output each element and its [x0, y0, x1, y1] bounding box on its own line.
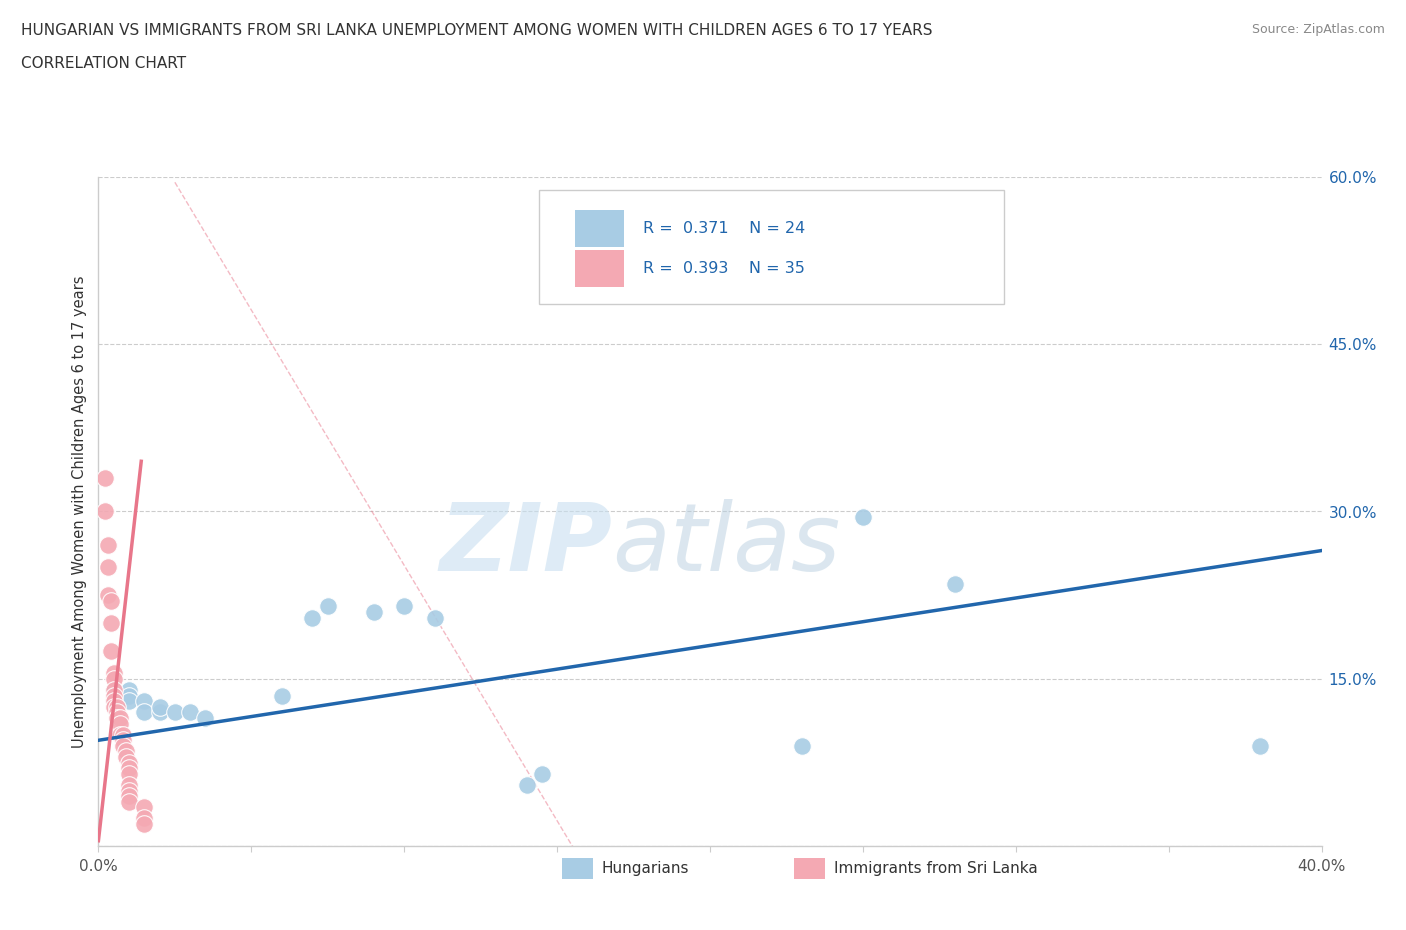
- Point: [118, 688, 141, 703]
- Point: [118, 789, 141, 804]
- Point: [105, 705, 128, 720]
- Point: [118, 766, 141, 781]
- Point: [103, 699, 125, 714]
- Point: [111, 733, 134, 748]
- Point: [103, 671, 125, 686]
- Point: [943, 577, 966, 591]
- Point: [111, 727, 134, 742]
- Point: [103, 683, 125, 698]
- Point: [111, 688, 134, 703]
- Text: ZIP: ZIP: [439, 499, 612, 591]
- Point: [118, 777, 141, 792]
- Text: CORRELATION CHART: CORRELATION CHART: [21, 56, 186, 71]
- Point: [108, 711, 131, 725]
- Point: [897, 275, 920, 290]
- Point: [134, 694, 156, 709]
- Point: [118, 761, 141, 776]
- Point: [100, 616, 122, 631]
- Point: [103, 694, 125, 709]
- Point: [423, 610, 446, 625]
- Point: [97, 538, 120, 552]
- Text: Hungarians: Hungarians: [602, 861, 689, 876]
- Text: Source: ZipAtlas.com: Source: ZipAtlas.com: [1251, 23, 1385, 36]
- Point: [108, 727, 131, 742]
- Point: [118, 683, 141, 698]
- Point: [149, 699, 172, 714]
- FancyBboxPatch shape: [538, 190, 1004, 304]
- Point: [103, 666, 125, 681]
- Point: [93, 471, 115, 485]
- Point: [530, 766, 553, 781]
- Point: [392, 599, 416, 614]
- Point: [134, 817, 156, 831]
- Text: HUNGARIAN VS IMMIGRANTS FROM SRI LANKA UNEMPLOYMENT AMONG WOMEN WITH CHILDREN AG: HUNGARIAN VS IMMIGRANTS FROM SRI LANKA U…: [21, 23, 932, 38]
- Point: [270, 688, 292, 703]
- Point: [194, 711, 217, 725]
- Text: R =  0.371    N = 24: R = 0.371 N = 24: [643, 220, 806, 236]
- Bar: [575, 210, 624, 247]
- Point: [100, 593, 122, 608]
- Point: [97, 560, 120, 575]
- Point: [149, 705, 172, 720]
- Point: [103, 694, 125, 709]
- Bar: [575, 250, 624, 287]
- Point: [97, 588, 120, 603]
- Point: [1249, 738, 1271, 753]
- Point: [163, 705, 186, 720]
- Text: atlas: atlas: [612, 499, 841, 591]
- Point: [516, 777, 538, 792]
- Point: [105, 711, 128, 725]
- Point: [115, 750, 138, 764]
- Point: [134, 800, 156, 815]
- Point: [103, 688, 125, 703]
- Point: [111, 738, 134, 753]
- Point: [790, 738, 813, 753]
- Point: [118, 694, 141, 709]
- Text: Immigrants from Sri Lanka: Immigrants from Sri Lanka: [834, 861, 1038, 876]
- Point: [134, 811, 156, 826]
- Point: [105, 699, 128, 714]
- Point: [108, 716, 131, 731]
- Point: [134, 705, 156, 720]
- Point: [103, 683, 125, 698]
- Point: [363, 604, 385, 619]
- Point: [179, 705, 201, 720]
- Point: [301, 610, 323, 625]
- Point: [93, 504, 115, 519]
- Point: [118, 794, 141, 809]
- Y-axis label: Unemployment Among Women with Children Ages 6 to 17 years: Unemployment Among Women with Children A…: [72, 275, 87, 748]
- Point: [118, 755, 141, 770]
- Point: [118, 783, 141, 798]
- Point: [852, 510, 875, 525]
- Point: [316, 599, 339, 614]
- Point: [100, 644, 122, 658]
- Point: [115, 744, 138, 759]
- Text: R =  0.393    N = 35: R = 0.393 N = 35: [643, 261, 804, 276]
